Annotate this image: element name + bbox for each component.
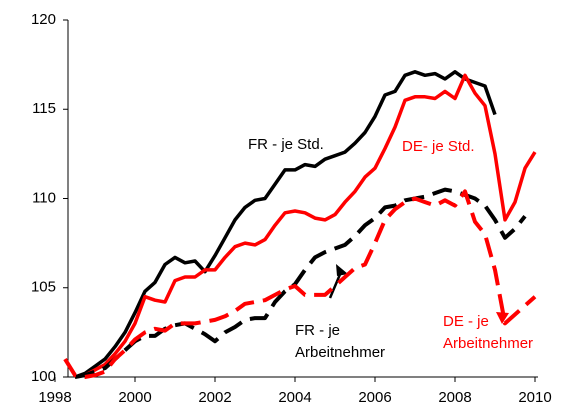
y-tick-label: 100 [31, 368, 56, 385]
y-tick-label: 120 [31, 11, 56, 28]
line [74, 73, 537, 379]
y-tick-label: 115 [32, 100, 56, 117]
x-tick-label: 1998 [38, 389, 71, 406]
series-label: DE - je [443, 313, 489, 330]
annotation-arrowhead [336, 264, 348, 276]
x-tick-label: 2006 [358, 389, 391, 406]
series-label: Arbeitnehmer [295, 344, 385, 361]
series-label: FR - je Std. [248, 136, 324, 153]
series-label: Arbeitnehmer [443, 335, 533, 352]
annotation-arrowhead [496, 312, 509, 324]
x-tick-label: 2002 [198, 389, 231, 406]
series-label: DE- je Std. [402, 138, 475, 155]
dashed-line [63, 189, 537, 379]
x-tick-label: 2010 [518, 389, 551, 406]
x-tick-label: 2000 [118, 389, 151, 406]
line [74, 70, 497, 379]
series-label: FR - je [295, 322, 340, 339]
y-tick-label: 105 [31, 279, 56, 296]
x-tick-label: 2008 [438, 389, 471, 406]
x-tick-label: 2004 [278, 389, 311, 406]
dashed-line [74, 187, 527, 379]
annotation-arrow [328, 271, 343, 299]
y-tick-label: 110 [32, 189, 56, 206]
